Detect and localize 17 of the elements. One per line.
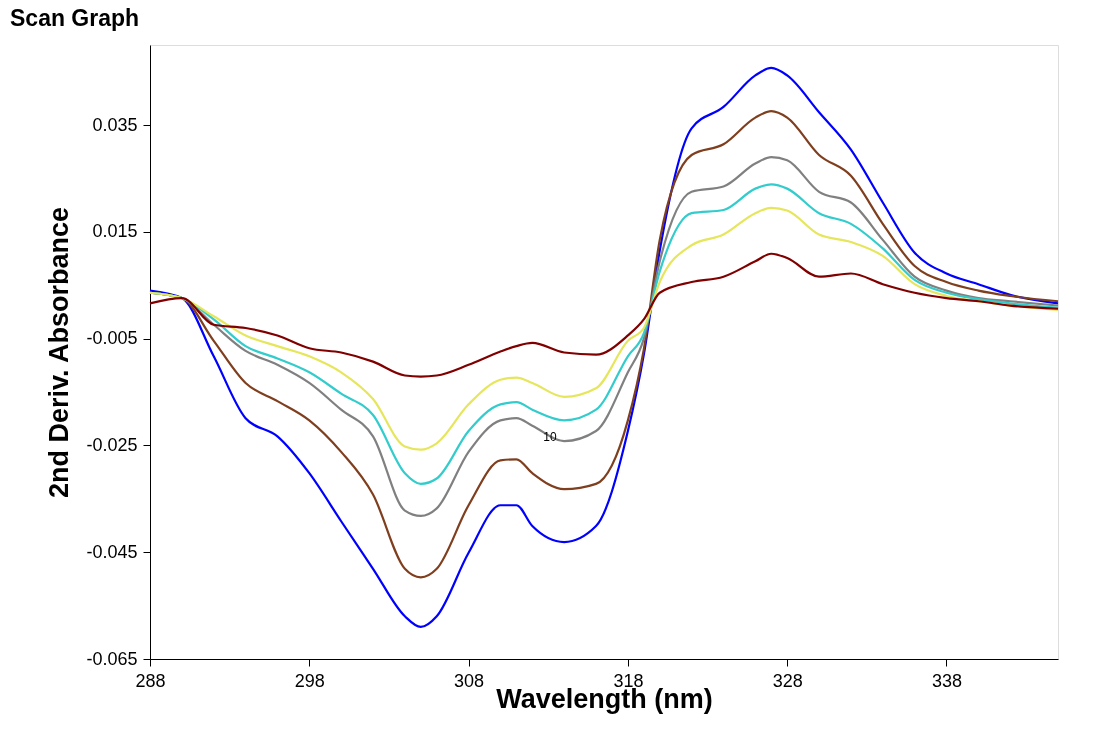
line-series	[148, 66, 1060, 629]
x-tick-label: 338	[931, 670, 963, 691]
x-tick-label: 328	[772, 670, 803, 691]
line-series	[148, 206, 1060, 451]
y-tick-label: -0.065	[86, 648, 138, 669]
x-tick-label: 308	[454, 670, 485, 691]
y-tick-label: 0.015	[92, 221, 138, 242]
y-tick-label: 0.035	[92, 114, 138, 135]
chart-title: Scan Graph	[10, 5, 140, 31]
x-tick-label: 298	[294, 670, 325, 691]
y-tick-label: -0.045	[86, 541, 138, 562]
y-tick-label: -0.025	[86, 434, 138, 455]
line-series	[148, 252, 1060, 378]
x-tick-label: 288	[135, 670, 166, 691]
y-axis-title: 2nd Deriv. Absorbance	[44, 206, 75, 499]
annotation: 10	[543, 430, 557, 444]
y-tick-label: -0.005	[86, 328, 138, 349]
